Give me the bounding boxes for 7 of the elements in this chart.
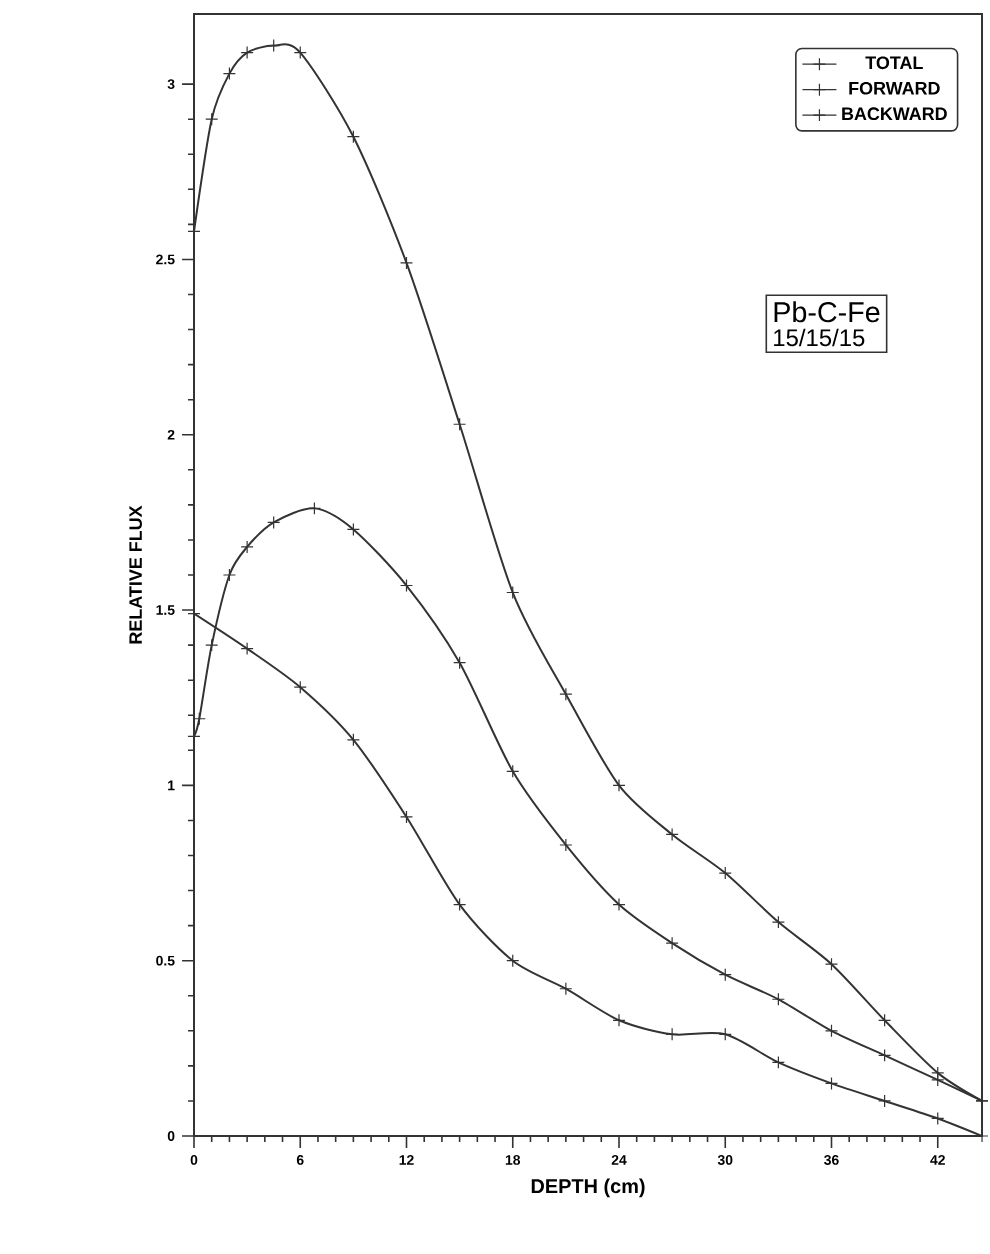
legend-label: TOTAL [865, 56, 923, 70]
annotation: Pb-C-Fe [774, 301, 880, 323]
legend-label: FORWARD [849, 81, 940, 95]
annotation: 15/15/15 [774, 328, 865, 347]
x-axis-title: DEPTH (cm) [531, 1178, 645, 1198]
y-axis-title: RELATIVE FLUX [129, 505, 142, 644]
legend-label: BACKWARD [842, 107, 947, 121]
